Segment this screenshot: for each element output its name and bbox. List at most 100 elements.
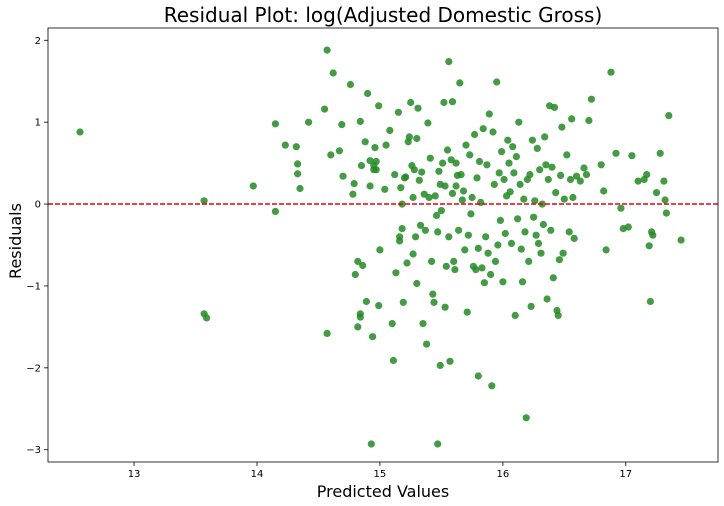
data-point [350,180,358,188]
data-point [389,356,397,365]
data-point [467,210,475,218]
data-point [413,279,421,288]
data-point [369,333,377,341]
data-point [549,274,557,282]
data-point [463,308,471,316]
y-tick-label: −1 [26,281,41,292]
data-point [407,98,415,107]
data-point [421,226,429,234]
data-point [530,213,538,221]
data-point [544,175,552,184]
data-point [558,123,566,131]
data-point [665,112,673,120]
data-point [493,78,501,86]
data-point [516,180,524,188]
data-point [405,133,413,141]
data-point [495,169,503,177]
data-point [541,133,549,141]
data-point [338,121,346,129]
data-point [471,130,479,139]
data-point [527,302,535,310]
data-point [472,266,480,274]
data-point [398,225,406,233]
plot-area [47,27,719,463]
data-point [396,237,404,245]
data-point [448,189,457,197]
data-point [485,110,493,118]
data-point [509,143,517,151]
data-point [542,161,550,169]
data-point [645,242,653,250]
plot-background [48,28,718,462]
data-point [600,187,608,195]
data-point [200,197,208,205]
data-point [510,169,518,177]
data-point [442,262,450,270]
data-point [456,79,464,87]
data-point [484,249,492,257]
data-point [381,185,389,193]
data-point [356,310,364,318]
data-point [570,234,578,242]
data-point [487,270,495,279]
y-tick-label: 1 [35,118,41,129]
data-point [321,105,329,113]
data-point [437,207,445,215]
data-point [554,311,562,319]
y-tick-label: 0 [35,200,41,211]
data-point [375,102,383,110]
data-point [409,193,417,202]
data-point [488,382,496,390]
data-point [439,159,447,167]
data-point [434,440,442,448]
data-point [366,157,374,165]
data-point [249,182,257,190]
data-point [649,231,657,239]
data-point [528,136,537,144]
data-point [573,172,581,180]
data-point [459,187,468,195]
x-axis-label: Predicted Values [317,482,449,501]
data-point [559,249,567,257]
data-point [349,190,357,198]
data-point [271,207,279,215]
data-point [491,257,500,265]
data-point [521,228,529,236]
data-point [425,193,433,202]
data-point [662,209,671,217]
data-point [533,144,541,152]
data-point [410,166,418,174]
data-point [474,244,482,252]
data-point [323,329,331,337]
data-point [445,58,453,66]
data-point [531,197,539,205]
data-point [466,151,474,159]
data-point [426,154,434,162]
data-point [359,261,367,270]
data-point [441,303,449,311]
data-point [501,229,509,238]
data-point [412,233,420,241]
data-point [362,297,370,306]
data-point [339,172,347,180]
data-point [354,257,362,265]
data-point [429,290,437,298]
data-point [435,167,443,175]
data-point [386,126,394,134]
data-point [602,246,610,254]
data-point [468,193,476,202]
data-point [430,298,438,306]
data-point [506,188,514,196]
data-point [424,119,432,127]
data-point [372,166,380,174]
data-point [677,236,685,244]
data-point [294,160,302,168]
data-point [507,239,516,247]
data-point [392,269,400,277]
data-point [399,298,407,306]
data-point [451,266,459,274]
data-point [473,174,481,182]
data-point [512,153,521,161]
data-point [403,259,411,267]
data-point [597,161,605,169]
